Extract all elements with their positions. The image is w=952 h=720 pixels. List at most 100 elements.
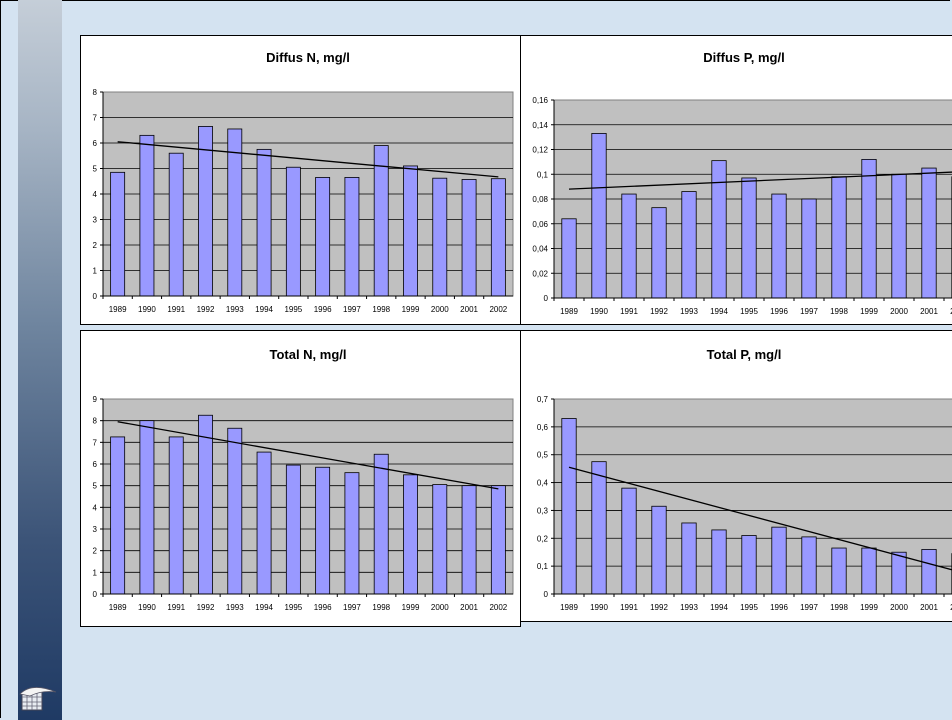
y-tick-label: 4 <box>93 190 98 199</box>
x-tick-label: 1991 <box>620 603 638 612</box>
bar-2000 <box>432 484 448 595</box>
x-tick-label: 1991 <box>167 603 185 612</box>
x-tick-label: 1992 <box>650 307 668 316</box>
bar-1997 <box>801 198 817 299</box>
bar-2000 <box>891 551 907 595</box>
bar-1998 <box>373 453 389 595</box>
bar-1989 <box>110 171 126 297</box>
y-tick-label: 1 <box>93 267 98 276</box>
bar-2000 <box>891 173 907 299</box>
y-tick-label: 0 <box>93 292 98 301</box>
bar-1997 <box>344 177 360 297</box>
x-tick-label: 1999 <box>402 603 420 612</box>
x-tick-label: 2000 <box>890 307 908 316</box>
bar-1999 <box>403 165 418 297</box>
bar-1990 <box>139 134 155 297</box>
chart-title: Total N, mg/l <box>269 347 346 362</box>
x-tick-label: 1993 <box>226 603 244 612</box>
y-tick-label: 0,7 <box>537 395 549 404</box>
bar-1989 <box>561 218 577 299</box>
x-tick-label: 1989 <box>560 603 578 612</box>
y-tick-label: 8 <box>93 417 98 426</box>
x-tick-label: 2001 <box>920 307 938 316</box>
x-tick-label: 2000 <box>890 603 908 612</box>
x-tick-label: 1992 <box>650 603 668 612</box>
x-tick-label: 1995 <box>740 603 758 612</box>
bar-2001 <box>921 167 937 299</box>
bar-1999 <box>861 159 877 299</box>
bar-1998 <box>831 547 847 595</box>
bar-1994 <box>256 148 272 297</box>
bar-1990 <box>591 133 607 299</box>
x-tick-label: 1995 <box>740 307 758 316</box>
y-tick-label: 0,4 <box>537 479 549 488</box>
y-tick-label: 0 <box>93 590 98 599</box>
x-tick-label: 1995 <box>284 305 302 314</box>
bar-1996 <box>771 193 787 299</box>
chart-title: Diffus P, mg/l <box>703 50 784 65</box>
x-tick-label: 1992 <box>197 603 215 612</box>
chart-diffus-p: Diffus P, mg/l 0 0,02 0,04 0,06 0,08 0,1 0,12 0,… <box>520 35 952 325</box>
x-tick-label: 1997 <box>343 305 361 314</box>
y-tick-label: 0,02 <box>532 269 548 278</box>
chart-svg: Diffus P, mg/l 0 0,02 0,04 0,06 0,08 0,1 0,12 0,… <box>532 50 952 316</box>
x-tick-label: 1994 <box>255 305 273 314</box>
y-tick-label: 8 <box>93 88 98 97</box>
y-tick-label: 9 <box>93 395 98 404</box>
bar-1996 <box>315 177 331 297</box>
x-tick-label: 1994 <box>710 307 728 316</box>
y-tick-label: 0,04 <box>532 245 548 254</box>
x-tick-label: 2001 <box>920 603 938 612</box>
chart-diffus-n: Diffus N, mg/l 0 1 2 3 4 5 6 7 8 1989 1990 1991 1992 1… <box>80 35 521 325</box>
bar-2002 <box>490 178 506 297</box>
chart-svg: Diffus N, mg/l 0 1 2 3 4 5 6 7 8 1989 1990 1991 1992 1… <box>93 50 514 314</box>
bar-1997 <box>344 472 360 595</box>
bar-2001 <box>921 549 937 595</box>
y-tick-label: 0,08 <box>532 195 548 204</box>
y-tick-label: 2 <box>93 241 98 250</box>
bar-2000 <box>432 177 448 297</box>
x-tick-label: 1990 <box>138 305 156 314</box>
x-tick-label: 1992 <box>197 305 215 314</box>
x-tick-label: 1996 <box>314 603 332 612</box>
bar-1994 <box>256 451 272 595</box>
bar-1995 <box>285 166 301 297</box>
y-tick-label: 0,1 <box>537 170 549 179</box>
x-tick-label: 1997 <box>800 603 818 612</box>
y-tick-label: 6 <box>93 139 98 148</box>
y-tick-label: 6 <box>93 460 98 469</box>
x-tick-label: 1991 <box>620 307 638 316</box>
x-tick-label: 2002 <box>950 307 952 316</box>
y-tick-label: 3 <box>93 216 98 225</box>
trendline <box>568 171 952 190</box>
x-tick-label: 1996 <box>770 307 788 316</box>
x-tick-label: 1997 <box>343 603 361 612</box>
bar-1990 <box>591 461 607 595</box>
bar-1996 <box>315 466 331 595</box>
x-tick-label: 1994 <box>710 603 728 612</box>
y-tick-label: 0,5 <box>537 451 549 460</box>
y-tick-label: 0,1 <box>537 562 549 571</box>
x-tick-label: 1993 <box>226 305 244 314</box>
bar-1999 <box>403 474 418 595</box>
x-tick-label: 1996 <box>770 603 788 612</box>
y-tick-label: 1 <box>93 568 98 577</box>
x-tick-label: 2000 <box>431 305 449 314</box>
bar-1993 <box>681 191 697 299</box>
bar-1999 <box>861 547 877 595</box>
bar-1991 <box>168 436 184 595</box>
bar-1994 <box>711 529 727 595</box>
x-tick-label: 1990 <box>590 603 608 612</box>
x-tick-label: 1990 <box>138 603 156 612</box>
x-tick-label: 1997 <box>800 307 818 316</box>
trendline <box>117 421 499 490</box>
trendline <box>568 466 952 571</box>
y-tick-label: 0,2 <box>537 534 549 543</box>
x-tick-label: 1999 <box>860 307 878 316</box>
x-tick-label: 1993 <box>680 603 698 612</box>
x-tick-label: 2002 <box>950 603 952 612</box>
x-tick-label: 2002 <box>489 603 507 612</box>
bar-1994 <box>711 160 727 299</box>
bar-1993 <box>227 427 243 595</box>
